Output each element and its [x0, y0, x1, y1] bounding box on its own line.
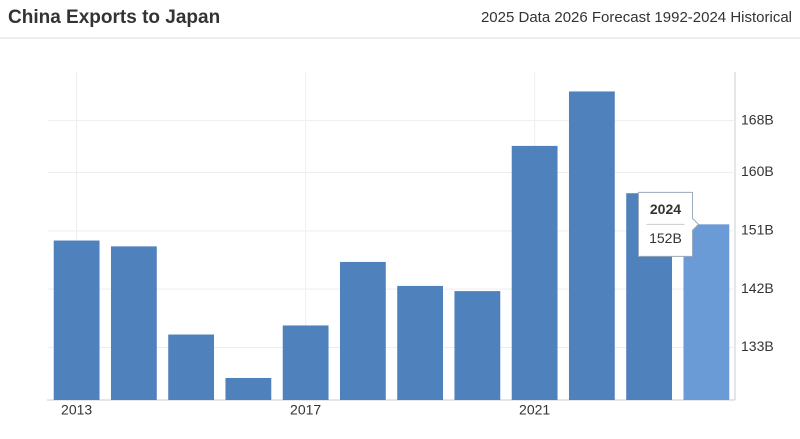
bar: [168, 334, 215, 400]
tooltip-value: 152B: [649, 230, 682, 246]
y-tick-label: 133B: [741, 338, 774, 354]
bar: [110, 246, 157, 400]
x-tick-label: 2021: [519, 402, 550, 418]
y-tick-label: 160B: [741, 163, 774, 179]
x-tick-label: 2013: [61, 402, 92, 418]
x-tick-label: 2017: [290, 402, 321, 418]
bar: [568, 91, 615, 400]
header: [0, 0, 800, 38]
bar: [282, 325, 329, 400]
bar: [454, 291, 501, 400]
chart-subtitle: 2025 Data 2026 Forecast 1992-2024 Histor…: [481, 9, 792, 26]
tooltip-title: 2024: [650, 201, 681, 217]
y-tick-label: 168B: [741, 111, 774, 127]
bar: [511, 145, 558, 400]
y-tick-label: 151B: [741, 222, 774, 238]
bar: [339, 261, 386, 400]
bar: [397, 285, 444, 400]
chart-title: China Exports to Japan: [8, 7, 220, 28]
bar: [225, 377, 272, 400]
bar: [53, 240, 100, 400]
y-tick-label: 142B: [741, 280, 774, 296]
